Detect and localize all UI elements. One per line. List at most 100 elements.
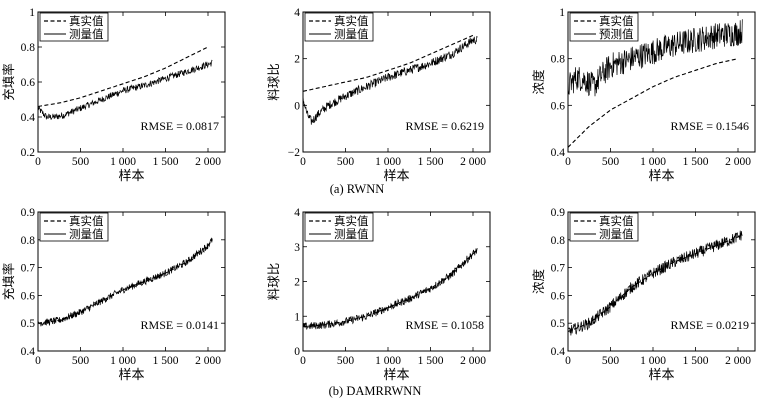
x-tick-label: 1 500 [418,156,444,168]
y-tick-label: 0 [294,100,300,112]
x-tick-label: 1 500 [683,355,709,367]
x-tick-label: 2 000 [195,156,221,168]
x-tick-label: 500 [337,355,355,367]
y-tick-label: 2 [294,54,300,66]
x-tick-label: 2 000 [725,156,751,168]
y-tick-label: 0.9 [551,207,566,219]
series-line-true [567,233,743,333]
series-line-measured [37,59,213,120]
series-line-true [302,249,478,328]
x-tick-label: 0 [300,156,306,168]
y-tick-label: 0 [294,346,300,358]
y-axis-label: 充填率 [1,63,16,101]
y-tick-label: 0.7 [21,263,36,275]
chart-panel-2: 0 500 1 000 1 500 2 000−2024样本料球比真实值测量值RMSE … [267,7,491,183]
x-tick-label: 1 500 [683,156,709,168]
axes-frame [567,11,756,153]
caption-a: (a) RWNN [330,182,385,196]
y-tick-label: 0.8 [551,54,566,66]
legend-label: 测量值 [334,228,369,241]
y-tick-label: 0.4 [21,346,36,358]
y-tick-label: 1 [294,311,300,323]
legend-box [39,212,109,242]
y-tick-label: 0.8 [21,235,36,247]
x-tick-label: 1 500 [153,355,179,367]
x-tick-label: 0 [565,355,571,367]
x-axis-label: 样本 [118,367,144,382]
rmse-annotation: RMSE = 0.1058 [406,318,484,332]
y-tick-label: 0.5 [21,318,36,330]
legend-label: 测量值 [69,228,104,241]
series-line-measured [567,230,743,336]
y-axis-label: 料球比 [267,263,281,301]
x-axis-label: 样本 [118,168,144,183]
series-line-true [302,34,474,92]
series-line-measured [37,237,213,327]
y-tick-label: 1 [559,7,565,19]
x-axis-label: 样本 [648,367,674,382]
rmse-annotation: RMSE = 0.0817 [141,119,219,133]
x-tick-label: 1 500 [418,355,444,367]
legend-box [304,12,374,42]
x-tick-label: 1 000 [110,156,136,168]
rmse-annotation: RMSE = 0.1546 [671,119,749,133]
y-tick-label: −2 [288,147,300,159]
y-tick-label: 0.8 [551,235,566,247]
chart-panel-6: 0 500 1 000 1 500 2 000 0.4 0.5 0.6 0.7 0.8 0.9 样本 浓… [531,207,756,382]
rmse-annotation: RMSE = 0.0219 [671,318,749,332]
axes-frame [302,11,491,153]
x-tick-label: 2 000 [195,355,221,367]
caption-b: (b) DAMRRWNN [329,384,422,398]
x-tick-label: 2 000 [725,355,751,367]
y-tick-label: 1 [29,7,35,19]
axes-frame [37,211,226,352]
y-axis-label: 浓度 [531,69,546,95]
chart-panel-4: 0 500 1 000 1 500 2 000 0.4 0.5 0.6 0.7 0.8 0.9 样本 充… [1,207,226,382]
y-axis-label: 浓度 [531,269,546,295]
x-axis-label: 样本 [383,168,409,183]
x-tick-label: 1 000 [110,355,136,367]
legend-label: 测量值 [69,28,104,41]
y-tick-label: 0.7 [551,263,566,275]
legend-box [569,12,639,42]
y-tick-label: 0.9 [21,207,36,219]
rmse-annotation: RMSE = 0.6219 [406,119,484,133]
y-tick-label: 0.8 [21,42,36,54]
x-axis-label: 样本 [383,367,409,382]
y-axis-label: 充填率 [1,263,16,301]
x-tick-label: 0 [300,355,306,367]
legend-label: 预测值 [599,28,634,41]
x-tick-label: 0 [35,355,41,367]
y-tick-label: 0.4 [551,346,566,358]
y-tick-label: 0.6 [551,100,566,112]
x-tick-label: 500 [72,355,90,367]
x-tick-label: 0 [35,156,41,168]
x-tick-label: 2 000 [460,156,486,168]
y-tick-label: 0.2 [21,147,36,159]
y-tick-label: 3 [294,242,300,254]
x-tick-label: 500 [602,355,620,367]
rmse-annotation: RMSE = 0.0141 [141,318,219,332]
series-line-true [37,239,213,324]
x-tick-label: 1 000 [640,355,666,367]
legend-box [39,12,109,42]
series-line-true [567,58,739,148]
y-tick-label: 2 [294,277,300,289]
y-tick-label: 0.6 [551,290,566,302]
legend-box [569,212,639,242]
x-tick-label: 500 [337,156,355,168]
series-line-true [37,46,209,108]
series-line-measured [567,19,743,97]
x-axis-label: 样本 [648,168,674,183]
legend-label: 真实值 [334,214,369,228]
y-tick-label: 0.4 [21,112,36,124]
x-tick-label: 1 500 [153,156,179,168]
y-tick-label: 0.4 [551,147,566,159]
